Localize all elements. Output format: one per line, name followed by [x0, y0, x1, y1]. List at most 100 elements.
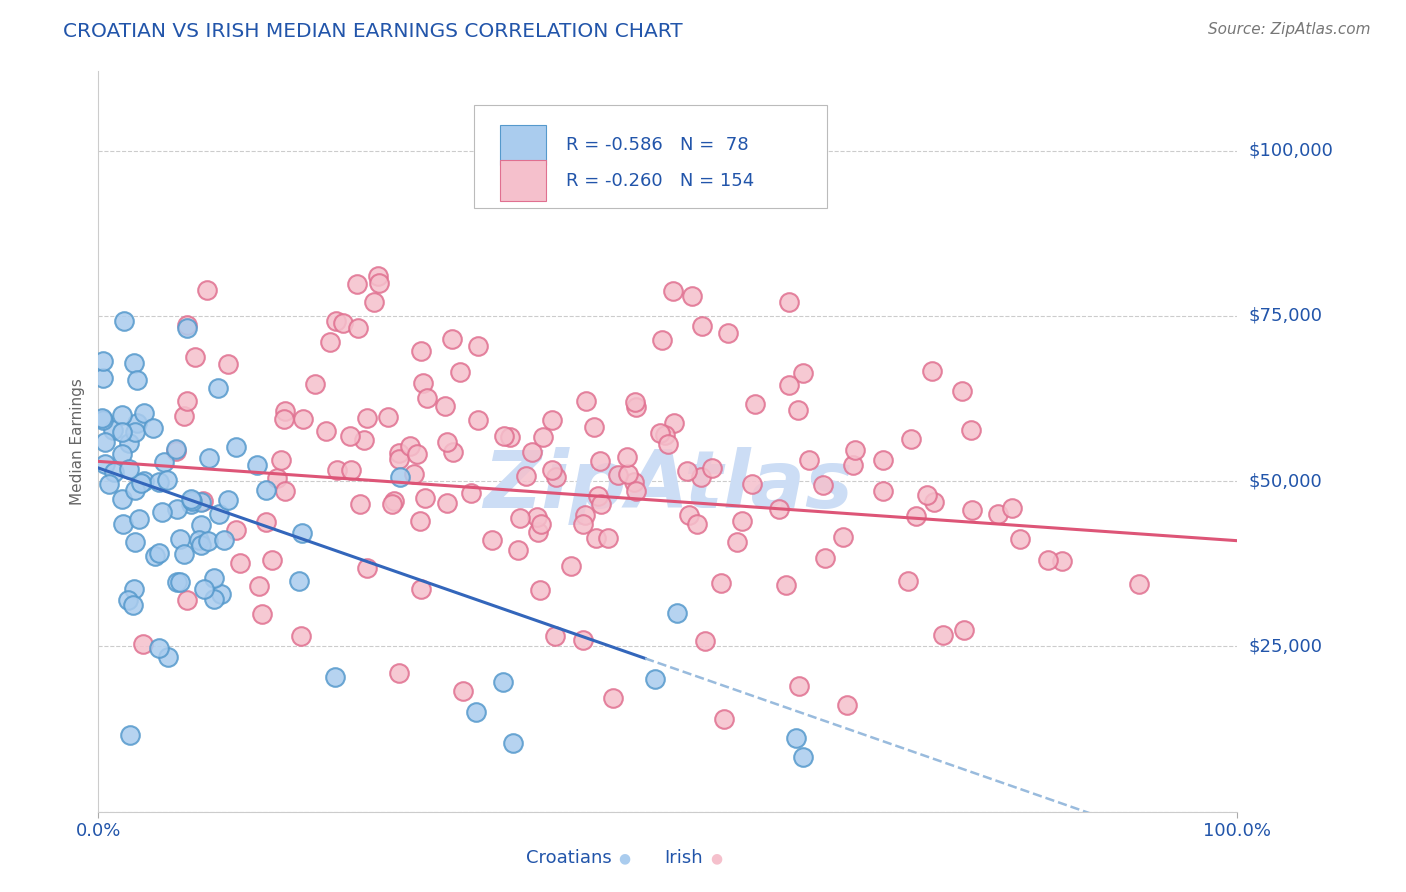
Point	[664, 417, 686, 431]
Point	[626, 400, 648, 414]
Point	[325, 314, 347, 328]
Point	[368, 276, 391, 290]
Bar	[501, 125, 546, 165]
Point	[252, 607, 274, 622]
Point	[481, 533, 503, 548]
Point	[792, 366, 814, 380]
Point	[211, 587, 233, 601]
Point	[382, 494, 405, 508]
Point	[247, 579, 270, 593]
Point	[229, 556, 252, 570]
Point	[695, 633, 717, 648]
Point	[121, 598, 143, 612]
Point	[246, 458, 269, 473]
Point	[180, 497, 202, 511]
Point	[124, 356, 146, 370]
Point	[527, 525, 550, 540]
Point	[176, 318, 198, 332]
Point	[225, 524, 247, 538]
Point	[1036, 553, 1059, 567]
Point	[589, 497, 612, 511]
Point	[176, 393, 198, 408]
Text: $25,000: $25,000	[1249, 638, 1323, 656]
Point	[91, 413, 114, 427]
Point	[290, 629, 312, 643]
Point	[529, 582, 551, 597]
Point	[176, 592, 198, 607]
Point	[575, 394, 598, 409]
Point	[492, 675, 515, 690]
Point	[717, 326, 740, 340]
Point	[254, 483, 277, 497]
Point	[440, 332, 463, 346]
Point	[786, 402, 808, 417]
Point	[665, 606, 688, 620]
Point	[905, 509, 928, 524]
Point	[624, 395, 647, 409]
Point	[127, 416, 149, 430]
Point	[91, 411, 114, 425]
Point	[602, 690, 624, 705]
Point	[582, 420, 605, 434]
Point	[399, 439, 422, 453]
Point	[492, 429, 515, 443]
Point	[143, 549, 166, 563]
Point	[560, 558, 582, 573]
Point	[416, 391, 439, 405]
Point	[118, 462, 141, 476]
Point	[190, 518, 212, 533]
Point	[411, 582, 433, 596]
Text: CROATIAN VS IRISH MEDIAN EARNINGS CORRELATION CHART: CROATIAN VS IRISH MEDIAN EARNINGS CORREL…	[63, 22, 683, 41]
Point	[544, 470, 567, 484]
Point	[187, 533, 209, 547]
Point	[872, 453, 894, 467]
Point	[467, 339, 489, 353]
Point	[207, 508, 229, 522]
Point	[274, 484, 297, 499]
Point	[526, 510, 548, 524]
Text: Source: ZipAtlas.com: Source: ZipAtlas.com	[1208, 22, 1371, 37]
Point	[962, 503, 984, 517]
Point	[323, 670, 346, 684]
Point	[367, 269, 389, 284]
Point	[506, 543, 529, 558]
Point	[897, 574, 920, 589]
Point	[574, 508, 596, 523]
Point	[111, 409, 134, 423]
Point	[950, 384, 973, 398]
Point	[388, 666, 411, 681]
Point	[617, 467, 640, 482]
Point	[832, 530, 855, 544]
Point	[132, 474, 155, 488]
Point	[129, 476, 152, 491]
Point	[356, 410, 378, 425]
Point	[202, 591, 225, 606]
Point	[678, 508, 700, 523]
Point	[117, 593, 139, 607]
Point	[588, 489, 610, 503]
Point	[173, 409, 195, 423]
Point	[451, 683, 474, 698]
Point	[596, 531, 619, 545]
Point	[122, 582, 145, 596]
Point	[731, 515, 754, 529]
Point	[346, 277, 368, 291]
Point	[460, 486, 482, 500]
Point	[132, 637, 155, 651]
Point	[120, 728, 142, 742]
Point	[530, 516, 553, 531]
Point	[589, 453, 612, 467]
Point	[623, 475, 645, 490]
Point	[270, 452, 292, 467]
Point	[134, 406, 156, 420]
Point	[606, 468, 628, 483]
Point	[813, 478, 835, 492]
Point	[616, 450, 638, 464]
Point	[166, 575, 188, 590]
Point	[541, 413, 564, 427]
Point	[389, 470, 412, 484]
Point	[1128, 577, 1150, 591]
Text: ●: ●	[619, 851, 631, 865]
Point	[960, 423, 983, 437]
Point	[191, 494, 214, 508]
